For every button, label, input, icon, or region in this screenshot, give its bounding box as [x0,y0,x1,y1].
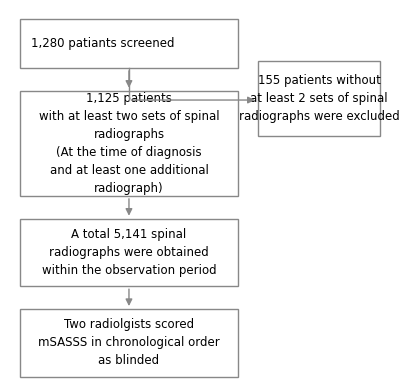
Text: Two radiolgists scored
mSASSS in chronological order
as blinded: Two radiolgists scored mSASSS in chronol… [38,318,220,367]
FancyBboxPatch shape [20,219,238,286]
Text: 1,125 patients
with at least two sets of spinal
radiographs
(At the time of diag: 1,125 patients with at least two sets of… [39,92,219,195]
Text: 1,280 patiants screened: 1,280 patiants screened [31,37,174,50]
Text: A total 5,141 spinal
radiographs were obtained
within the observation period: A total 5,141 spinal radiographs were ob… [42,228,216,277]
FancyBboxPatch shape [258,60,380,136]
FancyBboxPatch shape [20,309,238,377]
Text: 155 patients without
at least 2 sets of spinal
radiographs were excluded: 155 patients without at least 2 sets of … [239,74,400,123]
FancyBboxPatch shape [20,91,238,196]
FancyBboxPatch shape [20,19,238,68]
